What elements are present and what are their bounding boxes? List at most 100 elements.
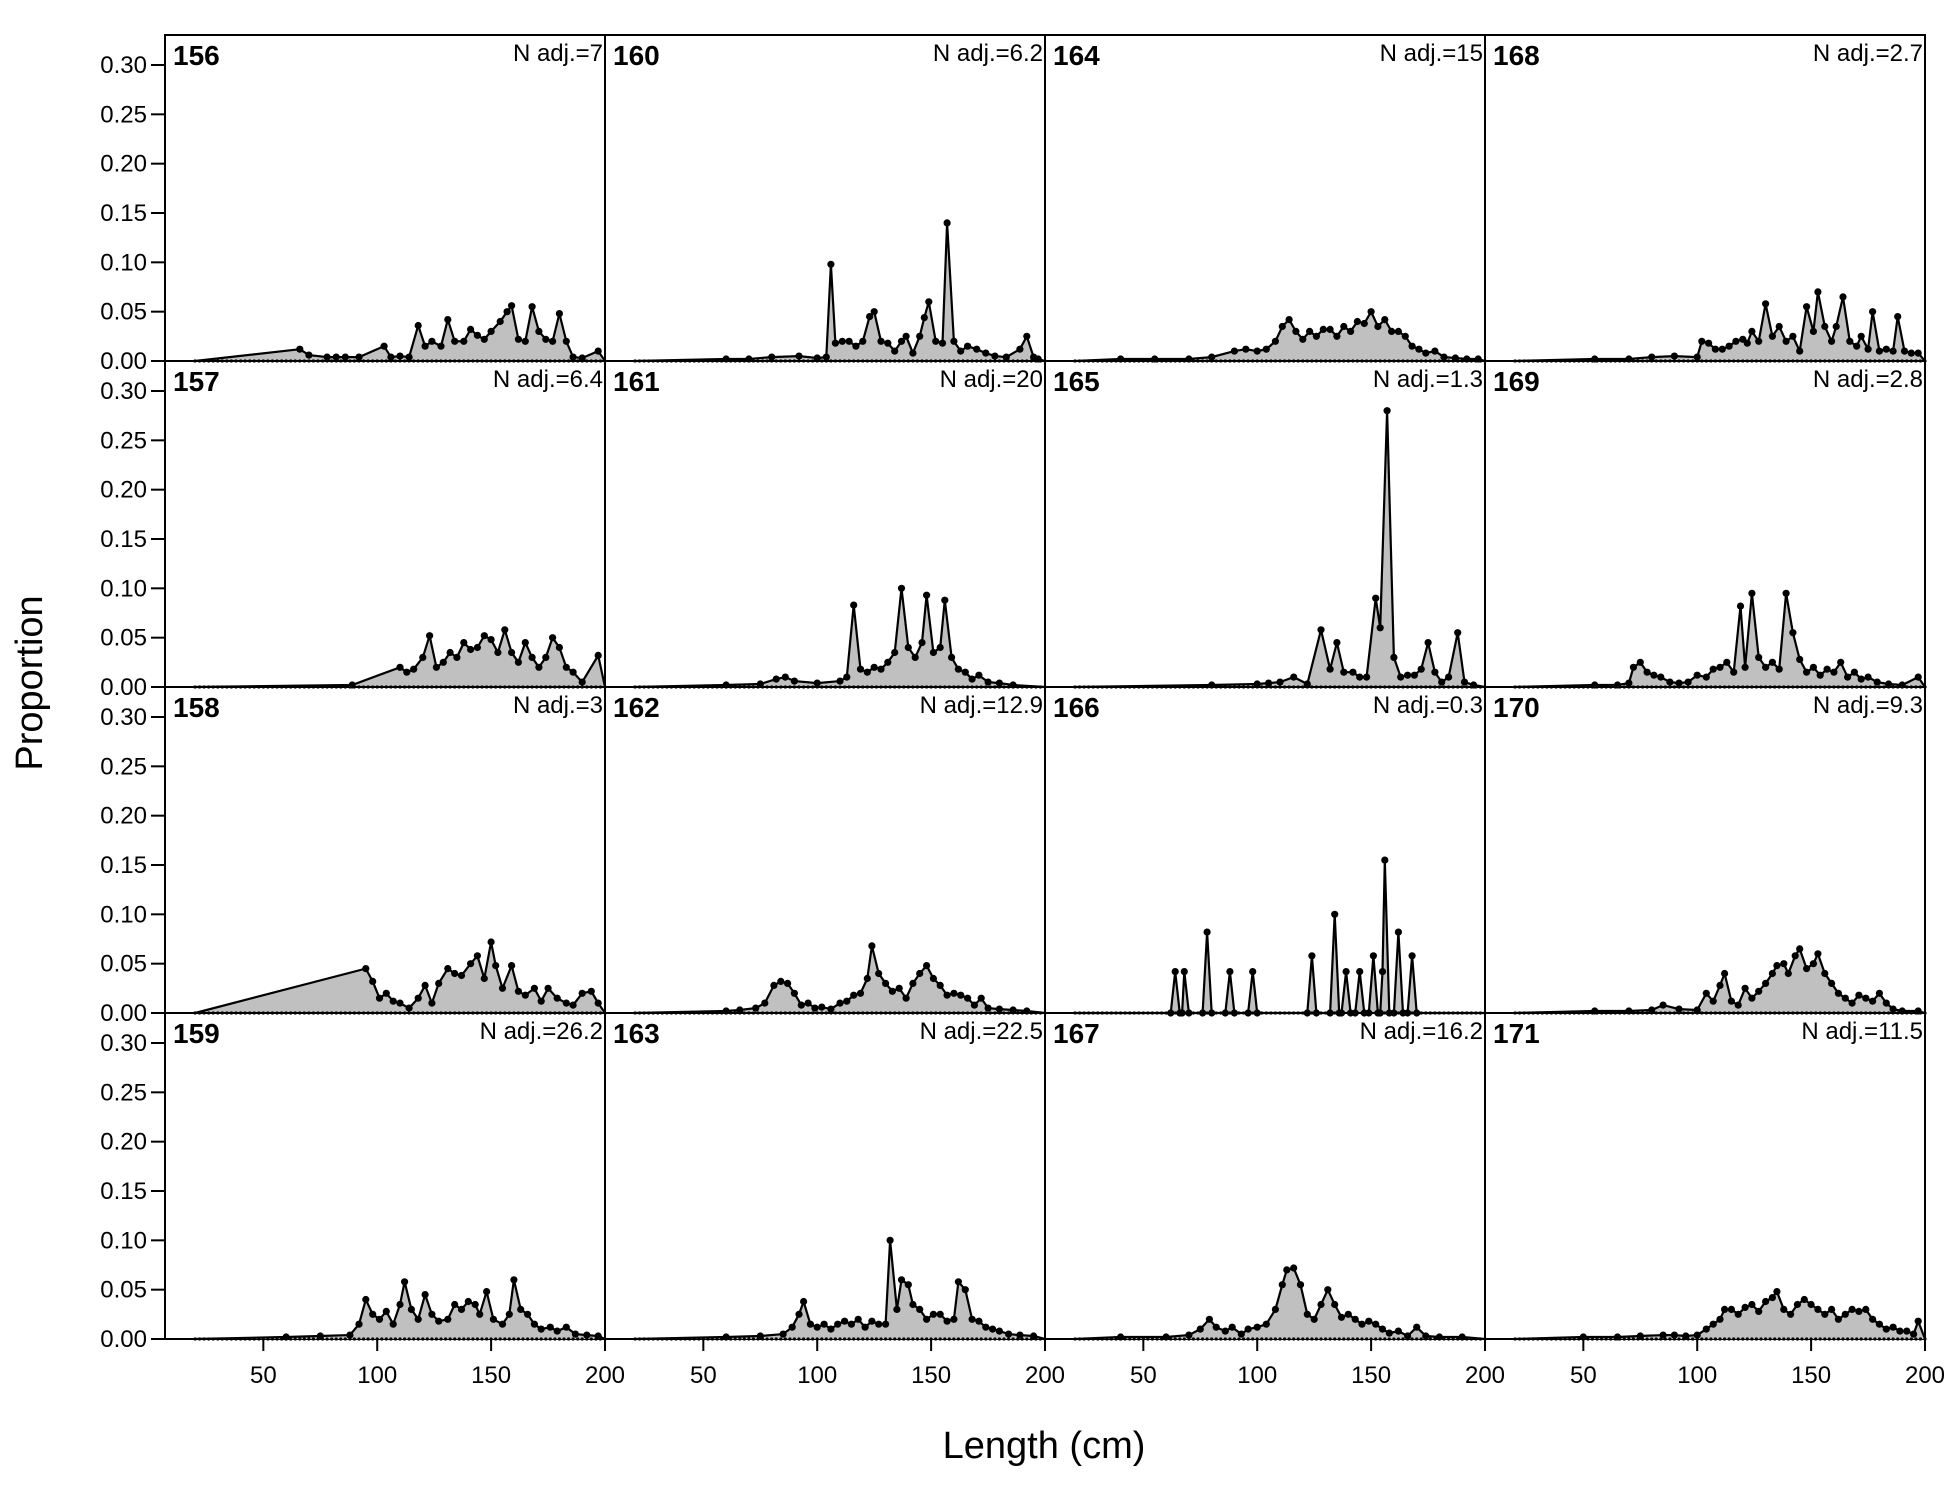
data-point: [1383, 407, 1391, 415]
data-point: [1401, 332, 1409, 340]
zero-point: [1251, 1337, 1255, 1341]
zero-point: [302, 1337, 306, 1341]
data-point: [897, 337, 906, 345]
data-point: [1693, 353, 1701, 361]
data-point: [1830, 668, 1838, 676]
data-point: [435, 1317, 443, 1325]
data-point: [1869, 997, 1877, 1005]
zero-point: [1178, 1337, 1182, 1341]
data-point: [1262, 345, 1270, 353]
series-line: [1074, 410, 1486, 689]
data-point: [1702, 989, 1710, 997]
data-point: [843, 997, 851, 1005]
zero-point: [1700, 1337, 1704, 1341]
data-point: [861, 1323, 869, 1331]
panel-169: 169 N adj.=2.8: [1484, 360, 1927, 689]
data-point: [836, 677, 844, 685]
series-line: [1075, 860, 1485, 1015]
data-point: [421, 981, 429, 990]
zero-point: [833, 1337, 838, 1341]
data-point: [888, 987, 897, 995]
zero-point: [1038, 1337, 1042, 1341]
zero-point: [430, 1337, 434, 1341]
zero-point: [503, 1337, 507, 1341]
zero-point: [938, 1337, 942, 1341]
data-point: [964, 994, 972, 1002]
zero-point: [988, 1337, 992, 1341]
data-point: [444, 316, 452, 324]
zero-point: [1877, 1337, 1881, 1341]
zero-point: [307, 1337, 311, 1341]
n-adj-label: N adj.=11.5: [1801, 1018, 1923, 1045]
data-point: [1413, 1323, 1421, 1331]
data-point: [722, 1333, 730, 1341]
data-point: [1748, 994, 1756, 1002]
data-point: [1828, 979, 1836, 988]
panel-id-label: 162: [613, 692, 660, 723]
zero-point: [1572, 1337, 1576, 1341]
zero-point: [1401, 1337, 1405, 1341]
zero-point: [1536, 1337, 1540, 1341]
data-point: [1249, 968, 1257, 976]
data-point: [1666, 678, 1674, 686]
zero-point: [1087, 1337, 1091, 1341]
n-adj-label: N adj.=22.5: [920, 1018, 1043, 1045]
data-point: [882, 1320, 890, 1328]
data-point: [1340, 668, 1348, 676]
data-point: [1787, 1310, 1795, 1318]
data-point: [428, 999, 436, 1007]
data-point: [1768, 332, 1776, 340]
data-point: [818, 1003, 826, 1011]
zero-point: [1846, 1337, 1850, 1341]
data-point: [1458, 1333, 1466, 1341]
zero-point: [1100, 1337, 1104, 1341]
zero-point: [1805, 1337, 1809, 1341]
zero-point: [884, 1337, 888, 1341]
zero-point: [380, 1337, 384, 1341]
zero-point: [457, 1337, 461, 1341]
data-point: [1435, 1333, 1443, 1341]
data-point: [850, 601, 858, 609]
data-point: [1730, 668, 1738, 676]
y-tick-label: 0.15: [100, 852, 147, 879]
zero-point: [1278, 1337, 1282, 1341]
data-point: [1016, 345, 1024, 353]
series-line: [1514, 946, 1926, 1015]
data-point: [1755, 653, 1763, 662]
zero-point: [1909, 1337, 1913, 1341]
zero-point: [366, 1337, 370, 1341]
data-point: [282, 1333, 290, 1341]
data-point: [1306, 327, 1314, 335]
data-point: [1408, 342, 1416, 350]
data-point: [827, 260, 835, 268]
x-tick-label: 50: [250, 1362, 277, 1389]
zero-point: [398, 1337, 402, 1341]
data-point: [492, 962, 500, 970]
zero-point: [357, 1337, 361, 1341]
data-point: [382, 1307, 390, 1315]
zero-point: [820, 1337, 824, 1341]
series-area: [195, 629, 605, 687]
data-point: [995, 1327, 1004, 1335]
zero-point: [1433, 1337, 1437, 1341]
zero-point: [1296, 1337, 1300, 1341]
zero-point: [216, 1337, 220, 1341]
data-point: [483, 1288, 491, 1296]
panel-170: 170 N adj.=9.3: [1484, 686, 1927, 1015]
zero-point: [1677, 1337, 1681, 1341]
zero-point: [1859, 1337, 1863, 1341]
y-tick-label: 0.10: [100, 249, 147, 276]
data-point: [460, 639, 468, 647]
panel-grid: 156 N adj.=70.000.050.100.150.200.250.301…: [100, 34, 1945, 1389]
x-tick-label: 200: [585, 1362, 625, 1389]
data-point: [508, 302, 516, 310]
data-point: [1885, 680, 1893, 688]
zero-point: [852, 1337, 856, 1341]
panel-frame: [1044, 1012, 1486, 1340]
data-point: [1636, 1332, 1644, 1340]
data-point: [938, 339, 947, 347]
y-tick-label: 0.20: [100, 1129, 147, 1156]
data-point: [943, 219, 951, 227]
data-point: [1283, 1266, 1291, 1274]
zero-point: [1292, 1337, 1296, 1341]
